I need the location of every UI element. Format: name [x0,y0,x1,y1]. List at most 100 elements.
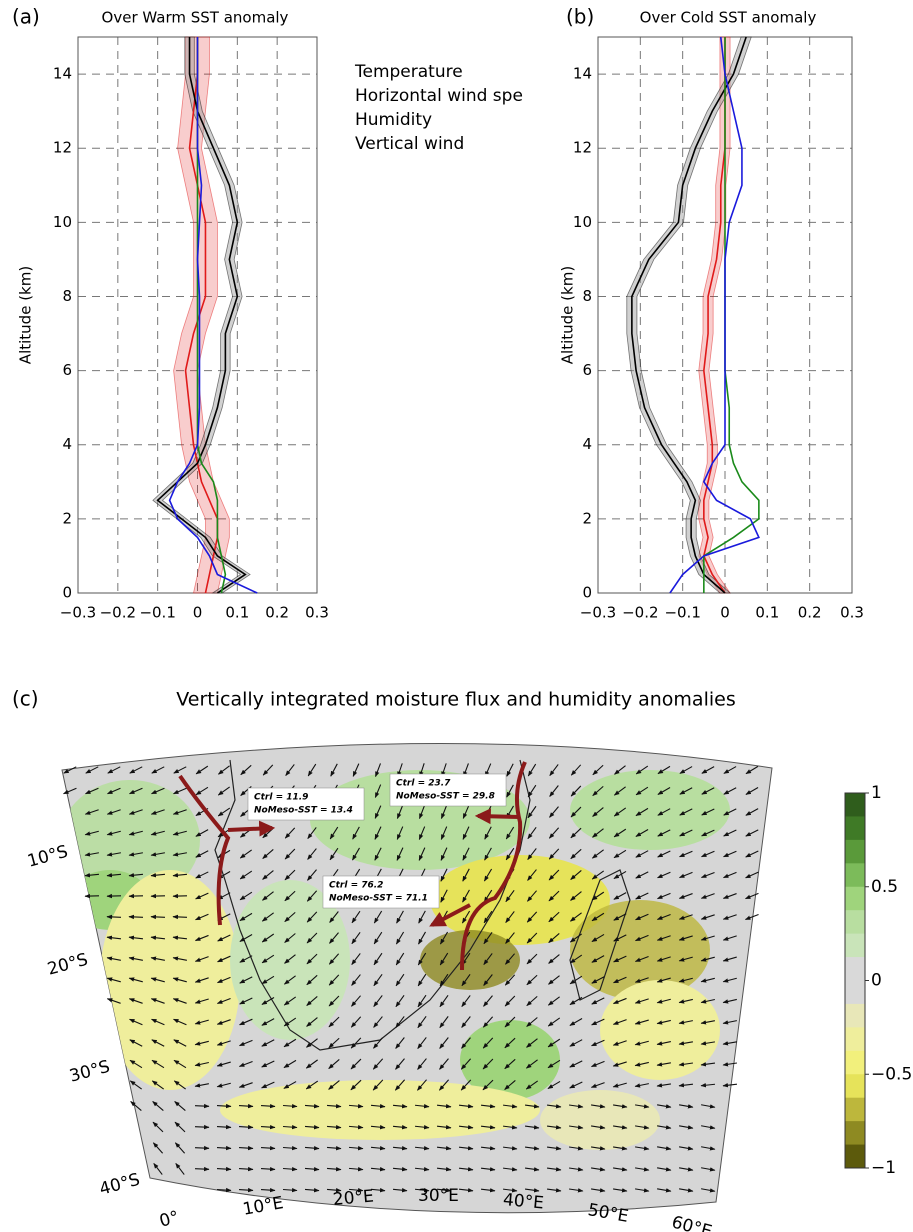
panel-label: (c) [12,687,39,711]
vector [613,807,627,817]
vector [282,1103,298,1109]
vector [128,914,144,920]
vector [194,1019,209,1025]
vector [701,1146,716,1151]
colorbar-step [845,1144,865,1169]
vector [502,1188,518,1193]
vector [307,869,317,881]
vector [548,827,560,839]
vector [548,954,560,964]
vector [569,996,583,1006]
vector [217,807,231,817]
vector [527,890,537,902]
vector [436,1125,452,1130]
vector [284,848,296,860]
vector [174,1121,186,1133]
vector [547,1059,561,1069]
vector [679,1167,694,1172]
vector [678,998,693,1004]
vector [150,830,165,836]
vector [417,952,427,966]
vector [591,1039,605,1047]
annotation-box [247,787,365,821]
patch [420,930,520,990]
vector [284,954,296,964]
vector [547,1080,561,1090]
vector [592,807,604,817]
vector [373,952,383,966]
vector [679,808,693,816]
vector [569,1039,583,1047]
vector [328,953,340,965]
vector [370,1125,386,1130]
vector [657,850,671,858]
vector [656,998,671,1004]
vector [613,976,627,984]
vector [372,1079,384,1091]
humidity-field [62,770,730,1150]
vector [679,766,693,774]
vector [592,828,604,838]
legend-entry: Horizontal wind spe [355,86,523,106]
vector [239,1039,253,1047]
colorbar-step [845,816,865,841]
vector [304,1145,320,1151]
vector [612,997,627,1005]
vector [84,873,100,878]
vector [657,765,671,775]
vector [657,787,671,795]
vector [306,953,318,965]
vector [374,826,382,840]
vector [745,808,759,816]
annotation-box [389,773,507,807]
vector [590,1125,606,1130]
vector [172,935,188,940]
vector [591,955,605,963]
vector [129,1039,143,1047]
vector [151,766,165,774]
vector [150,852,165,857]
vector [744,913,759,921]
legend-entry: Vertical wind [355,134,464,154]
vector [527,763,537,777]
vector [417,973,427,987]
vector [656,1041,671,1046]
vector [414,1188,430,1193]
vector [505,890,515,903]
vector [374,805,382,819]
vector [304,1166,320,1172]
vector [745,871,759,879]
vector [106,956,121,961]
vector [350,1058,362,1070]
chart-title: Vertically integrated moisture flux and … [176,689,735,711]
y-tick-label: 2 [62,509,72,527]
vector [260,1166,276,1172]
vector [504,1037,516,1049]
vector [504,974,516,986]
vector [722,871,737,879]
vector [128,852,143,857]
vector [745,829,759,837]
vector [195,786,209,796]
vector [304,1124,320,1130]
vector [262,764,274,776]
vector [216,1040,231,1046]
colorbar-step [845,910,865,935]
vector [612,1061,627,1067]
vector [436,1104,452,1109]
vector [569,975,583,985]
vector [374,784,382,798]
vector [462,826,470,840]
y-tick-label: 6 [582,361,592,379]
vector [151,1059,165,1069]
vector [568,1104,584,1109]
vector [172,809,187,815]
vector [350,1079,362,1091]
vector [482,1058,494,1070]
vector [396,847,404,861]
vector [701,1104,716,1109]
vector [348,1145,364,1151]
vector [414,1146,430,1151]
vector [106,852,121,857]
vector [173,787,187,795]
